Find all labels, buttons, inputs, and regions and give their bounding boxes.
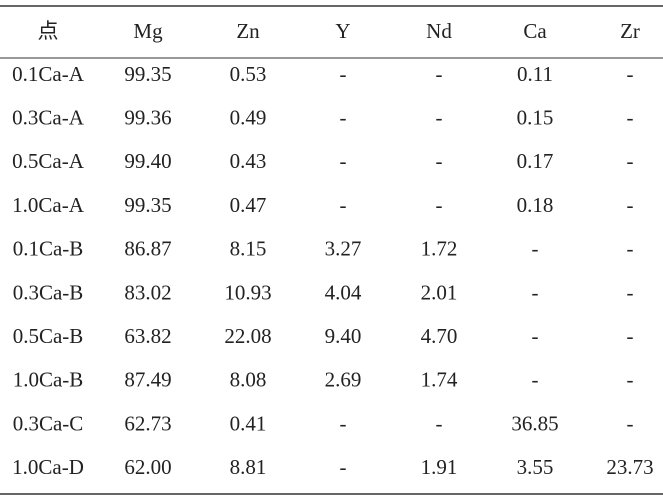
header-cell: Zr <box>620 19 640 43</box>
cell: - <box>340 149 347 173</box>
cell: - <box>436 62 443 86</box>
cell: 99.36 <box>124 106 171 130</box>
cell: 99.35 <box>124 193 171 217</box>
cell: - <box>340 193 347 217</box>
cell: 36.85 <box>511 411 558 435</box>
cell: - <box>627 62 634 86</box>
cell: 0.49 <box>230 106 267 130</box>
cell: 9.40 <box>325 324 362 348</box>
cell: - <box>627 149 634 173</box>
cell: 0.43 <box>230 149 267 173</box>
header-cell: Nd <box>426 19 452 43</box>
row-label: 0.5Ca-B <box>13 324 84 348</box>
cell: - <box>436 193 443 217</box>
cell: 4.70 <box>421 324 458 348</box>
cell: - <box>627 324 634 348</box>
cell: 0.53 <box>230 62 267 86</box>
cell: 83.02 <box>124 280 171 304</box>
cell: 86.87 <box>124 237 171 261</box>
header-cell: Zn <box>236 19 260 43</box>
cell: 4.04 <box>325 280 362 304</box>
cell: 0.41 <box>230 411 267 435</box>
cell: 63.82 <box>124 324 171 348</box>
cell: 1.74 <box>421 368 458 392</box>
cell: - <box>532 280 539 304</box>
row-label: 1.0Ca-D <box>12 455 84 479</box>
row-label: 0.1Ca-B <box>13 237 84 261</box>
cell: 22.08 <box>224 324 271 348</box>
cell: 62.00 <box>124 455 171 479</box>
cell: - <box>436 149 443 173</box>
cell: 8.81 <box>230 455 267 479</box>
cell: 87.49 <box>124 368 171 392</box>
cell: 0.15 <box>517 106 554 130</box>
cell: - <box>436 106 443 130</box>
row-label: 0.1Ca-A <box>12 62 85 86</box>
cell: 23.73 <box>606 455 653 479</box>
header-cell: Ca <box>523 19 547 43</box>
header-cell: 点 <box>38 19 59 43</box>
cell: - <box>627 193 634 217</box>
row-label: 0.5Ca-A <box>12 149 85 173</box>
cell: - <box>436 411 443 435</box>
cell: 8.08 <box>230 368 267 392</box>
cell: 1.72 <box>421 237 458 261</box>
row-label: 1.0Ca-A <box>12 193 85 217</box>
cell: 2.69 <box>325 368 362 392</box>
cell: - <box>532 324 539 348</box>
cell: 0.47 <box>230 193 267 217</box>
cell: - <box>532 237 539 261</box>
cell: 99.35 <box>124 62 171 86</box>
header-cell: Y <box>335 19 350 43</box>
cell: 10.93 <box>224 280 271 304</box>
cell: - <box>340 62 347 86</box>
cell: - <box>627 280 634 304</box>
header-cell: Mg <box>133 19 163 43</box>
cell: - <box>627 368 634 392</box>
row-label: 0.3Ca-B <box>13 280 84 304</box>
cell: - <box>627 237 634 261</box>
cell: 0.18 <box>517 193 554 217</box>
cell: - <box>532 368 539 392</box>
cell: 3.27 <box>325 237 362 261</box>
cell: 99.40 <box>124 149 171 173</box>
cell: 1.91 <box>421 455 458 479</box>
cell: - <box>340 455 347 479</box>
cell: - <box>340 411 347 435</box>
cell: 2.01 <box>421 280 458 304</box>
cell: - <box>627 411 634 435</box>
cell: - <box>340 106 347 130</box>
cell: 62.73 <box>124 411 171 435</box>
cell: 3.55 <box>517 455 554 479</box>
row-label: 0.3Ca-C <box>13 411 84 435</box>
cell: 0.11 <box>517 62 553 86</box>
cell: 8.15 <box>230 237 267 261</box>
cell: - <box>627 106 634 130</box>
row-label: 1.0Ca-B <box>13 368 84 392</box>
cell: 0.17 <box>517 149 554 173</box>
row-label: 0.3Ca-A <box>12 106 85 130</box>
